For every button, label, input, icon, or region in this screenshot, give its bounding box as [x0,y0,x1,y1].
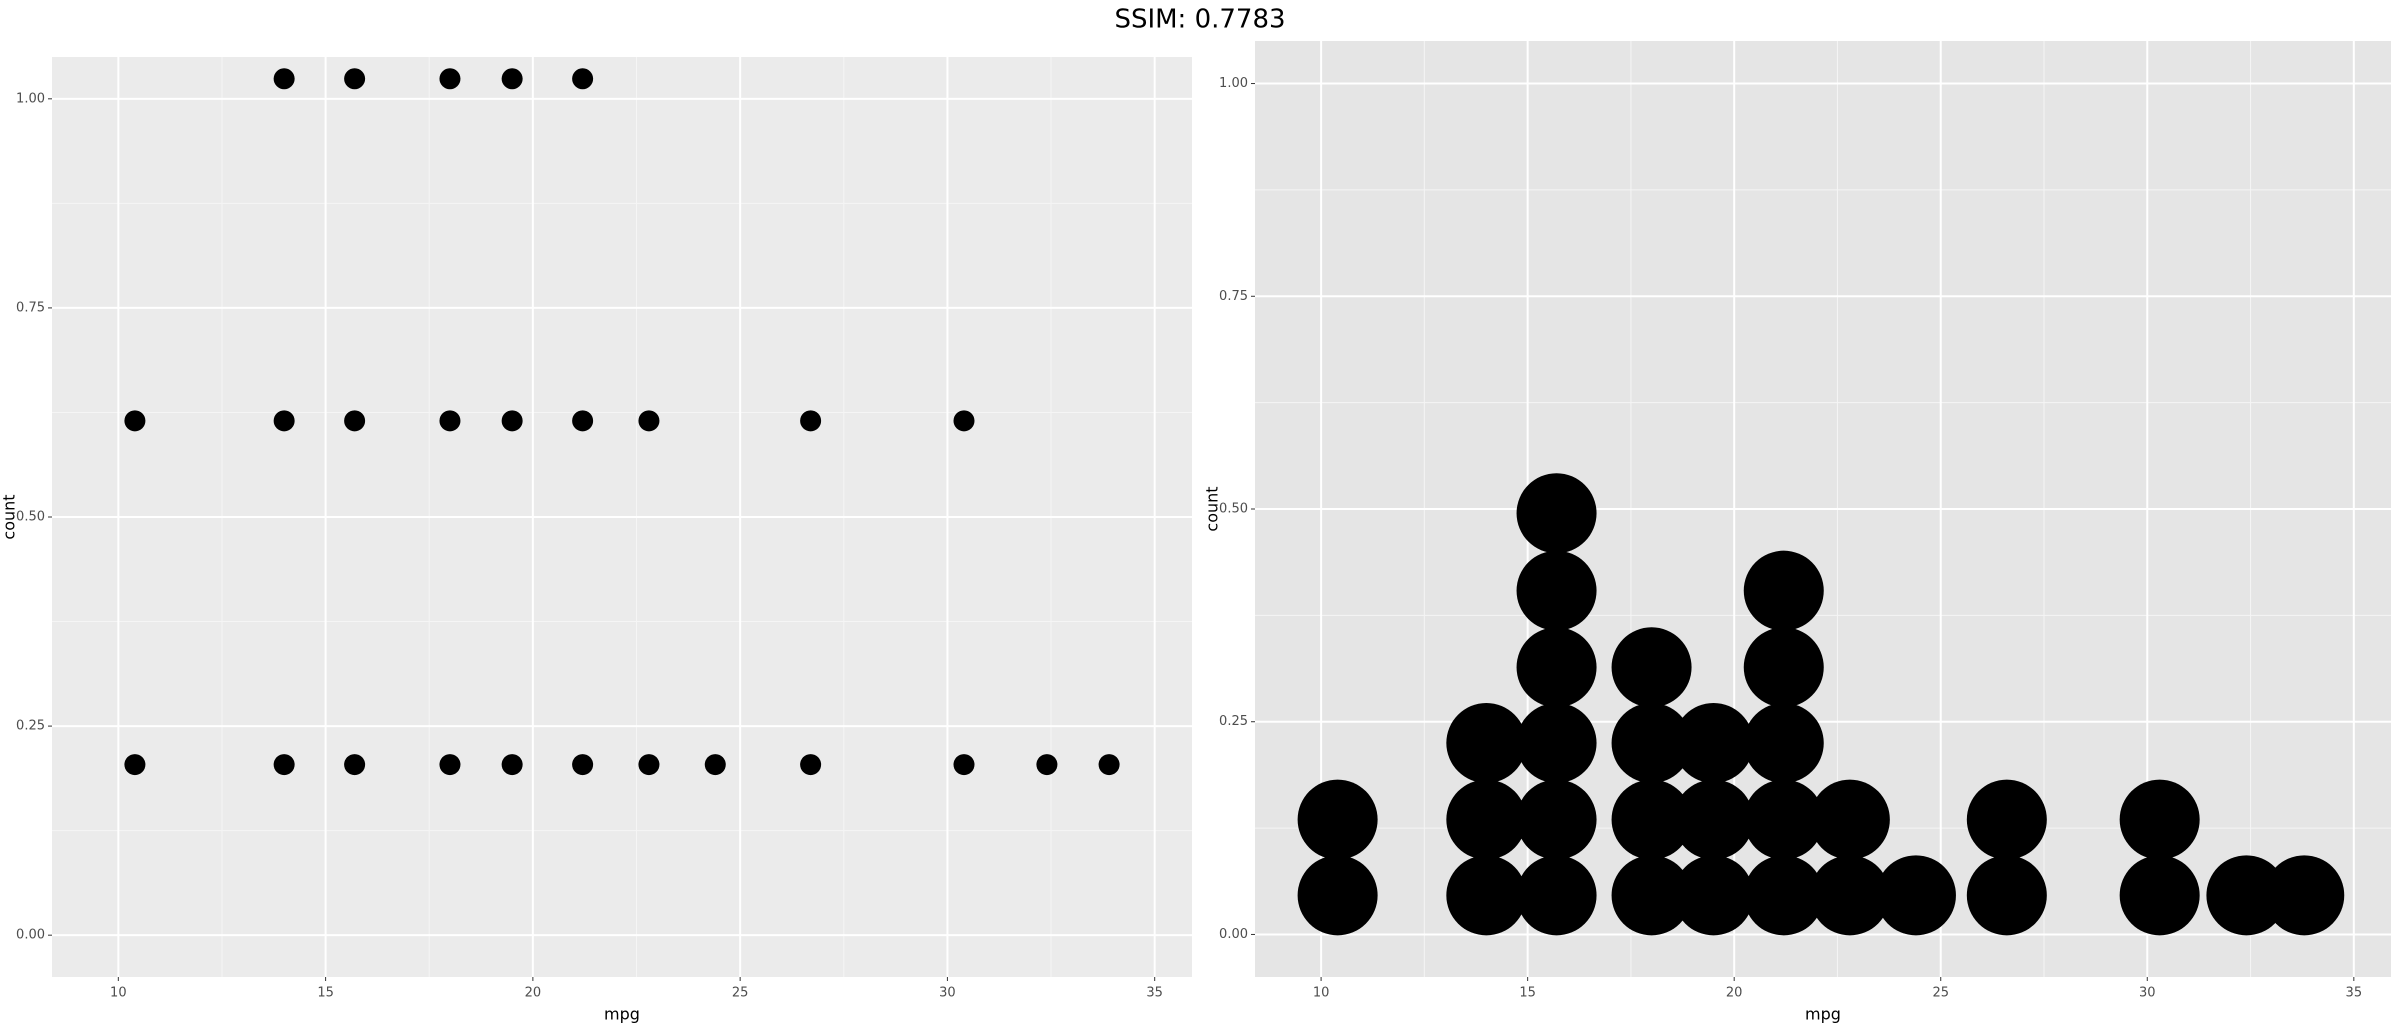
y-axis-title: count [0,494,19,539]
point [800,410,822,432]
point [800,754,822,776]
point [1966,855,2047,936]
point [1446,779,1527,860]
point [344,754,366,776]
y-tick-label: 0.75 [16,300,45,315]
point [1809,779,1890,860]
point [1516,855,1597,936]
y-axis-title: count [1203,486,1222,531]
point [124,410,146,432]
point [1446,855,1527,936]
x-tick-label: 35 [2346,986,2363,1001]
point [638,410,660,432]
x-axis-title: mpg [604,1005,640,1024]
point [501,410,523,432]
point [501,68,523,90]
point [1743,703,1824,783]
point [1516,550,1597,631]
point [704,754,726,776]
point [1611,779,1692,860]
x-tick-label: 35 [1146,986,1163,1001]
point [2119,779,2200,860]
x-tick-label: 25 [732,986,749,1001]
point [1743,627,1824,708]
point [1516,779,1597,860]
x-axis-title: mpg [1805,1005,1841,1024]
x-tick-label: 20 [525,986,542,1001]
point [1446,703,1527,783]
y-tick-label: 0.00 [1219,927,1248,942]
point [572,754,594,776]
point [439,754,461,776]
point [1743,855,1824,936]
point [439,410,461,432]
point [1809,855,1890,936]
x-tick-label: 20 [1726,986,1743,1001]
y-tick-label: 0.25 [16,719,45,734]
point [1743,779,1824,860]
point [1516,703,1597,783]
figure-title: SSIM: 0.7783 [1114,5,1285,35]
point [124,754,146,776]
point [1743,550,1824,631]
point [344,410,366,432]
y-tick-label: 0.75 [1219,289,1248,304]
y-tick-label: 1.00 [16,91,45,106]
point [1516,473,1597,554]
point [953,410,975,432]
y-tick-label: 1.00 [1219,76,1248,91]
x-tick-label: 15 [1519,986,1536,1001]
point [1875,855,1956,936]
point [1297,855,1378,936]
point [638,754,660,776]
point [439,68,461,90]
y-tick-label: 0.50 [1219,502,1248,517]
y-tick-label: 0.25 [1219,714,1248,729]
x-tick-label: 30 [939,986,956,1001]
point [2264,855,2345,936]
point [1611,703,1692,783]
point [1297,779,1378,860]
point [1673,855,1754,936]
point [1611,627,1692,708]
y-tick-label: 0.50 [16,510,45,525]
point [1611,855,1692,936]
point [1966,779,2047,860]
x-tick-label: 10 [1313,986,1330,1001]
point [273,68,295,90]
point [2206,855,2287,936]
point [1673,703,1754,783]
point [953,754,975,776]
x-tick-label: 10 [110,986,127,1001]
point [572,410,594,432]
x-tick-label: 30 [2139,986,2156,1001]
point [1098,754,1120,776]
point [1516,627,1597,708]
point [344,68,366,90]
y-tick-label: 0.00 [16,928,45,943]
point [273,410,295,432]
point [2119,855,2200,936]
point [572,68,594,90]
x-tick-label: 15 [317,986,334,1001]
point [501,754,523,776]
point [1036,754,1058,776]
point [1673,779,1754,860]
point [273,754,295,776]
x-tick-label: 25 [1932,986,1949,1001]
